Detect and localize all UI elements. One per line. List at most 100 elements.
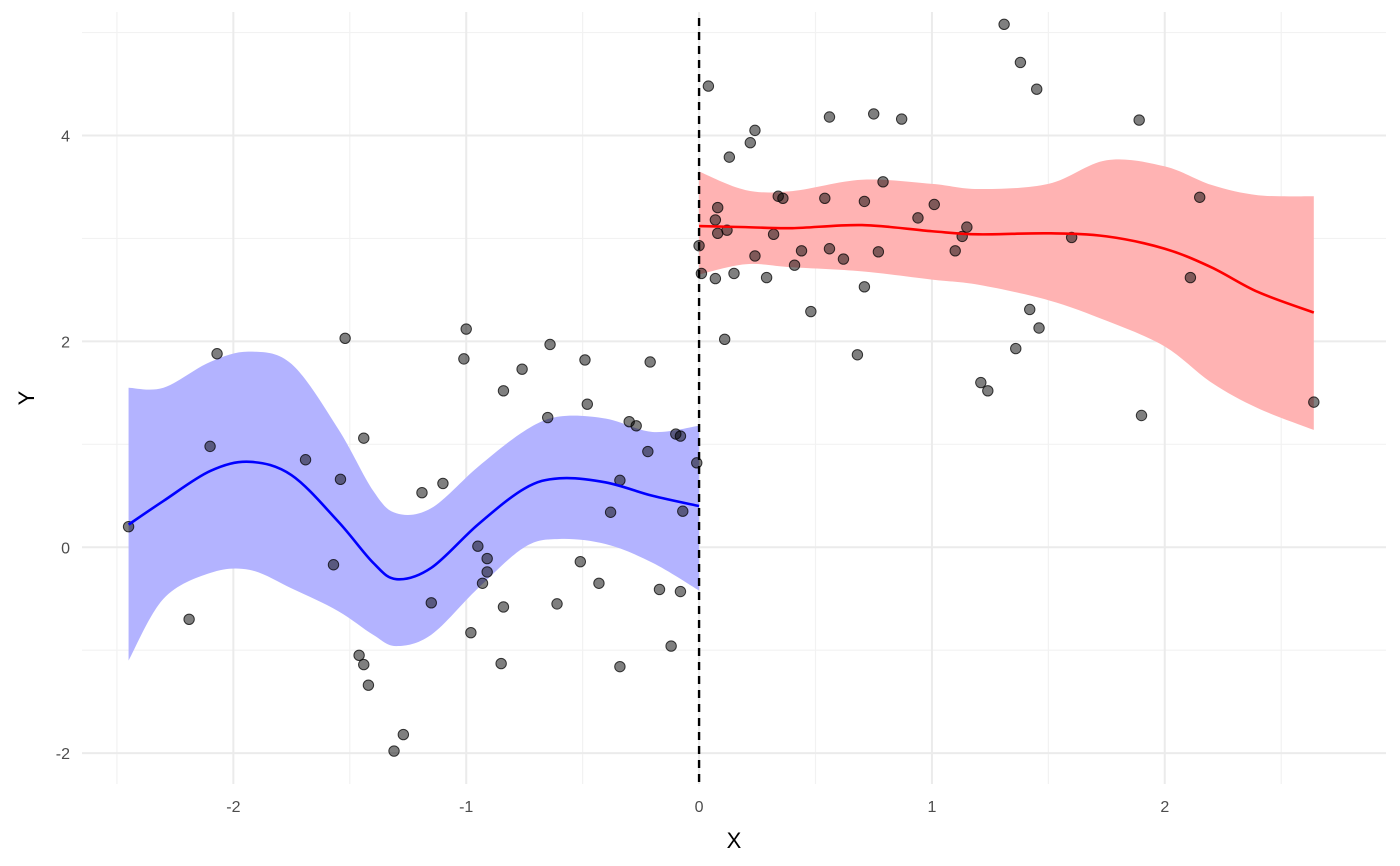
fit-line-right xyxy=(699,223,1315,314)
data-point xyxy=(481,566,493,578)
data-point xyxy=(744,137,756,149)
data-point xyxy=(961,221,973,233)
data-point xyxy=(211,348,223,360)
y-tick-labels: -2 0 2 4 xyxy=(56,129,70,764)
data-point xyxy=(837,253,850,265)
data-point xyxy=(497,385,510,397)
data-point xyxy=(614,660,626,673)
data-point xyxy=(788,259,801,271)
x-tick-label: -1 xyxy=(459,799,473,816)
data-point xyxy=(1010,342,1022,355)
data-point xyxy=(460,323,472,335)
data-point xyxy=(516,363,528,375)
data-point xyxy=(709,272,722,285)
fit-lines xyxy=(127,223,1315,581)
data-point xyxy=(1308,396,1320,408)
confidence-bands xyxy=(128,159,1314,661)
data-point xyxy=(481,552,493,565)
data-point xyxy=(353,649,365,662)
data-point xyxy=(709,214,722,226)
data-point xyxy=(858,281,871,293)
data-point xyxy=(795,245,808,257)
data-point xyxy=(677,505,689,517)
data-point xyxy=(805,305,817,318)
data-point xyxy=(872,246,885,258)
data-point xyxy=(712,227,724,240)
data-point xyxy=(544,338,556,351)
data-point xyxy=(728,267,740,280)
x-tick-label: 1 xyxy=(927,799,936,816)
x-tick-label: -2 xyxy=(226,799,240,816)
data-point xyxy=(749,250,761,262)
confidence-band-right xyxy=(699,159,1314,430)
data-point xyxy=(437,477,449,490)
data-point xyxy=(183,613,195,626)
data-point xyxy=(695,267,708,280)
data-point xyxy=(665,640,677,652)
data-point xyxy=(928,198,940,211)
data-point xyxy=(495,657,507,670)
data-point xyxy=(642,445,654,458)
data-point xyxy=(1024,303,1036,316)
data-point xyxy=(760,271,773,284)
data-point xyxy=(1033,322,1045,334)
data-point xyxy=(299,454,312,466)
data-point xyxy=(458,353,470,365)
data-point xyxy=(497,601,510,613)
data-point xyxy=(388,745,400,757)
data-point xyxy=(397,728,410,741)
data-point xyxy=(1014,56,1027,69)
confidence-band-left xyxy=(128,351,700,661)
x-tick-label: 2 xyxy=(1160,799,1169,816)
data-point xyxy=(476,577,489,589)
data-point xyxy=(358,432,370,444)
data-point xyxy=(465,626,477,639)
data-point xyxy=(653,583,666,596)
data-point xyxy=(1194,191,1206,203)
y-tick-label: 0 xyxy=(61,540,70,557)
data-point xyxy=(339,332,351,344)
data-points xyxy=(122,18,1320,757)
data-point xyxy=(975,376,987,389)
data-point xyxy=(630,420,642,432)
x-axis-title: X xyxy=(727,828,742,853)
data-point xyxy=(581,398,593,410)
data-point xyxy=(1031,83,1043,95)
data-point xyxy=(604,506,617,518)
data-point xyxy=(877,176,889,188)
data-point xyxy=(998,18,1010,31)
data-point xyxy=(644,356,656,368)
data-point xyxy=(851,349,864,361)
data-point xyxy=(551,598,563,610)
data-point xyxy=(823,243,836,255)
data-point xyxy=(749,124,761,137)
data-point xyxy=(542,411,554,424)
data-point xyxy=(982,385,994,397)
data-point xyxy=(579,354,591,366)
data-point xyxy=(674,585,687,598)
data-point xyxy=(767,228,780,241)
data-point xyxy=(895,113,908,125)
x-tick-labels: -2 -1 0 1 2 xyxy=(226,799,1169,816)
data-point xyxy=(819,192,831,205)
data-point xyxy=(425,597,437,609)
data-point xyxy=(949,245,961,257)
data-point xyxy=(1133,114,1145,126)
data-point xyxy=(858,195,871,208)
data-point xyxy=(723,151,736,163)
data-point xyxy=(472,540,484,552)
data-point xyxy=(702,80,715,92)
data-point xyxy=(334,473,347,486)
y-tick-label: 4 xyxy=(61,129,70,146)
data-point xyxy=(416,486,428,499)
data-point xyxy=(327,559,340,571)
data-point xyxy=(777,192,789,205)
x-tick-label: 0 xyxy=(695,799,704,816)
y-tick-label: -2 xyxy=(56,746,70,763)
data-point xyxy=(362,679,375,691)
data-point xyxy=(912,212,924,224)
data-point xyxy=(718,333,731,346)
data-point xyxy=(1135,409,1148,422)
data-point xyxy=(691,457,703,469)
